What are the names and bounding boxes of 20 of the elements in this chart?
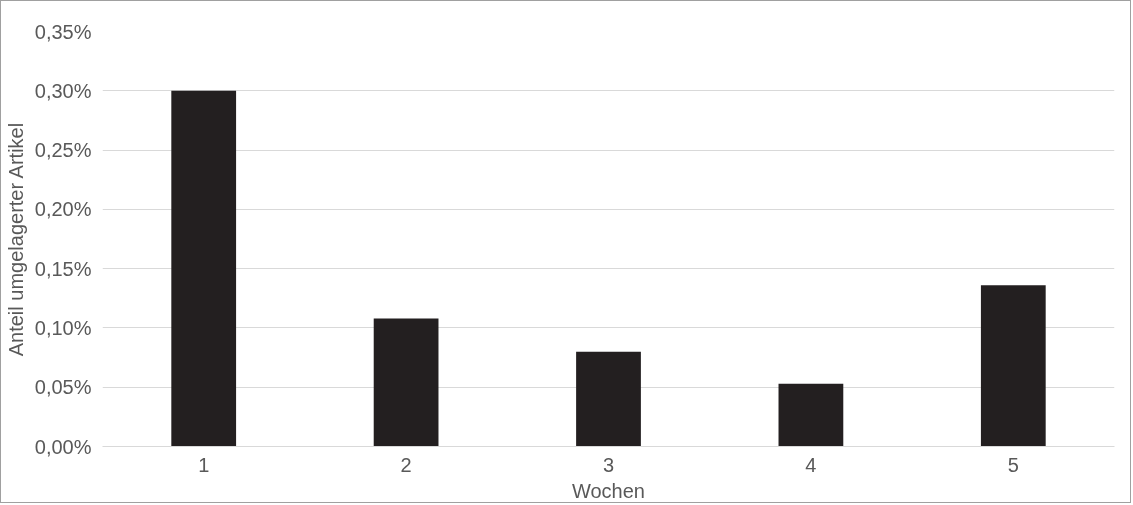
x-tick-label: 2 [400, 453, 412, 476]
y-tick-label: 0,15% [34, 257, 92, 280]
y-tick-label: 0,35% [34, 20, 92, 43]
y-tick-label: 0,30% [34, 79, 92, 102]
bar [373, 318, 439, 447]
x-axis-title: Wochen [572, 479, 646, 502]
y-tick-label: 0,05% [34, 376, 92, 399]
x-tick-label: 3 [602, 453, 615, 476]
x-tick-label: 1 [198, 453, 210, 476]
x-tick-label: 4 [805, 453, 817, 476]
bar [980, 285, 1046, 447]
y-tick-label: 0,00% [34, 435, 92, 458]
x-tick-label: 5 [1007, 453, 1019, 476]
bar [576, 351, 641, 447]
bar [171, 90, 237, 447]
y-tick-label: 0,10% [34, 316, 92, 339]
y-tick-label: 0,25% [34, 139, 92, 162]
bar [778, 383, 844, 447]
y-tick-label: 0,20% [34, 198, 92, 221]
y-axis-title: Anteil umgelagerter Artikel [4, 122, 27, 357]
